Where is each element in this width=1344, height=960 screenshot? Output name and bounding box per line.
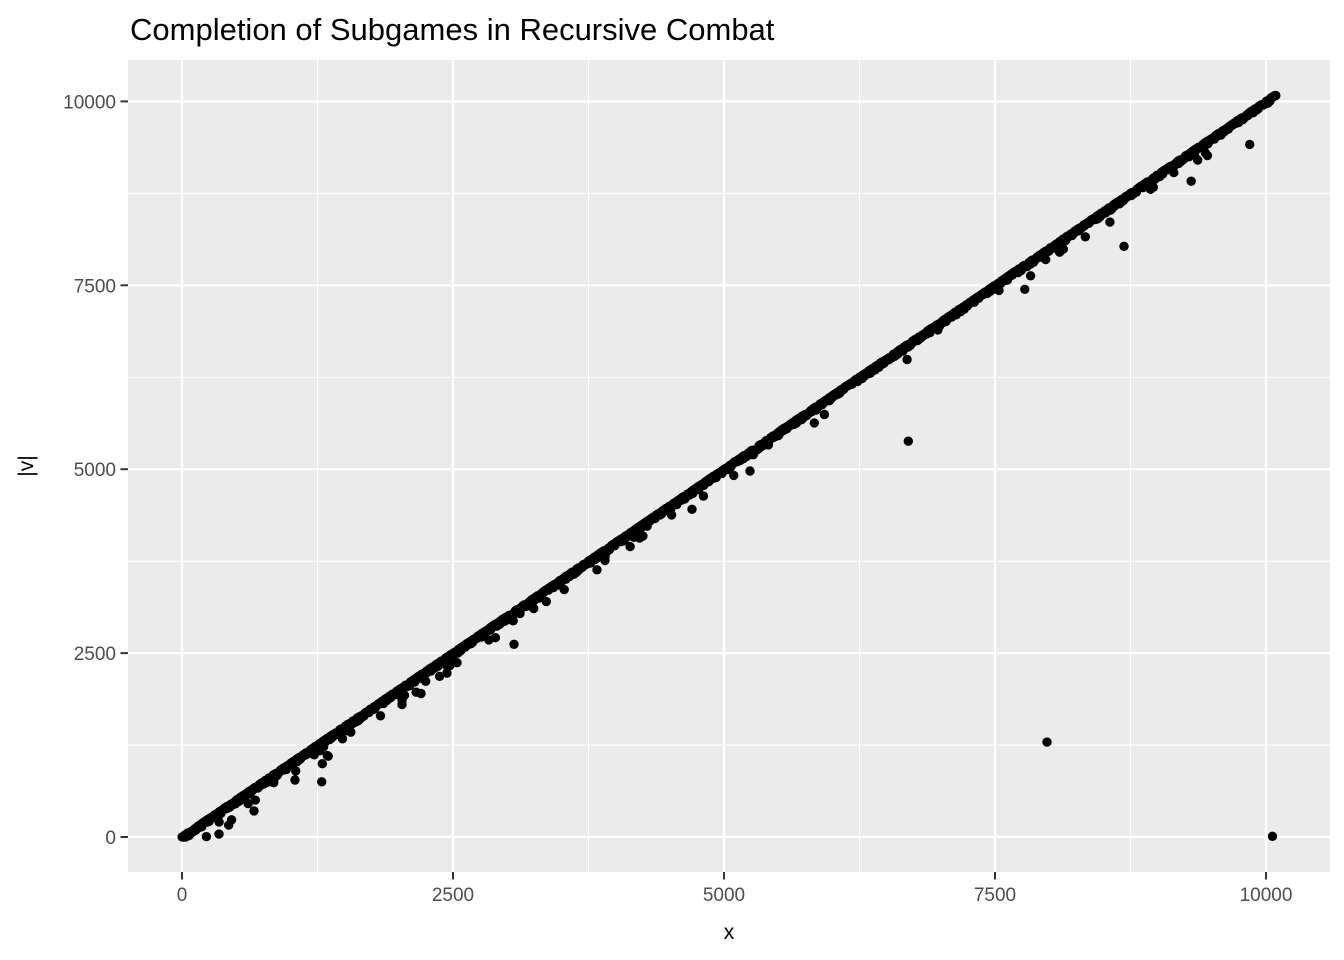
data-point [442,661,452,671]
data-point [698,491,709,501]
y-tick-label: 5000 [74,460,116,481]
y-tick-label: 7500 [74,276,116,297]
data-point [515,608,525,619]
data-point [250,795,260,805]
data-point [1042,737,1052,747]
data-point [508,616,518,626]
data-point [666,510,677,520]
data-point [933,325,943,335]
axis-tick-marks [120,100,1267,880]
data-point [903,436,913,446]
y-tick-label: 0 [105,828,116,849]
data-point [399,690,410,700]
data-point [1025,271,1036,281]
data-point [452,658,462,668]
data-point [290,775,300,785]
data-point [490,633,501,643]
x-axis-tick-labels: 0 2500 5000 7500 10000 [177,885,1293,906]
data-point [421,676,431,686]
data-point [1189,150,1200,160]
x-tick-label: 0 [177,885,188,906]
data-point [809,418,819,428]
y-tick-label: 10000 [63,92,116,113]
data-point [687,504,697,514]
y-tick-label: 2500 [74,644,116,665]
data-point [638,531,648,541]
chart-title: Completion of Subgames in Recursive Comb… [130,12,775,47]
data-point [1169,167,1179,178]
data-point [509,639,519,649]
data-point [323,751,333,761]
data-point [201,831,212,842]
data-point [317,759,327,769]
data-point [729,470,739,481]
data-point [902,354,912,365]
x-tick-label: 10000 [1240,885,1293,906]
data-point [309,750,319,760]
data-point [559,584,569,595]
data-point [1058,244,1069,254]
data-point [341,726,351,736]
data-point [1105,217,1115,227]
data-point [224,820,234,830]
data-point [994,285,1004,296]
data-point [1245,139,1255,150]
x-tick-label: 2500 [432,885,474,906]
data-point [397,699,407,710]
data-point [214,817,224,827]
x-tick-label: 7500 [974,885,1016,906]
data-point [1041,254,1051,265]
x-tick-label: 5000 [703,885,745,906]
data-point [1271,90,1281,101]
data-point [269,775,279,785]
data-point [1186,176,1196,186]
data-point [763,440,774,450]
data-point [541,596,551,607]
data-point [337,734,348,744]
data-point [416,688,426,699]
data-point [1200,148,1211,158]
data-point [529,603,539,614]
data-point [291,766,301,776]
data-point [625,541,635,552]
scatter-points [177,90,1281,842]
data-point [1148,182,1159,192]
data-point [1119,241,1129,251]
x-axis-title: x [724,921,735,944]
data-point [642,521,652,531]
data-point [214,829,224,839]
y-axis-tick-labels: 0 2500 5000 7500 10000 [63,92,116,849]
data-point [243,798,253,809]
data-point [748,450,758,460]
data-point [1267,831,1278,841]
data-point [317,777,327,787]
data-point [745,466,755,476]
data-point [434,671,445,681]
data-point [1080,232,1091,242]
data-point [819,409,830,420]
data-point [629,532,639,542]
data-point [249,806,259,816]
data-point [600,555,610,566]
data-point [592,565,602,575]
data-point [442,668,452,678]
data-point [375,711,386,721]
data-point [1020,284,1030,294]
y-axis-title: |v| [15,455,38,476]
